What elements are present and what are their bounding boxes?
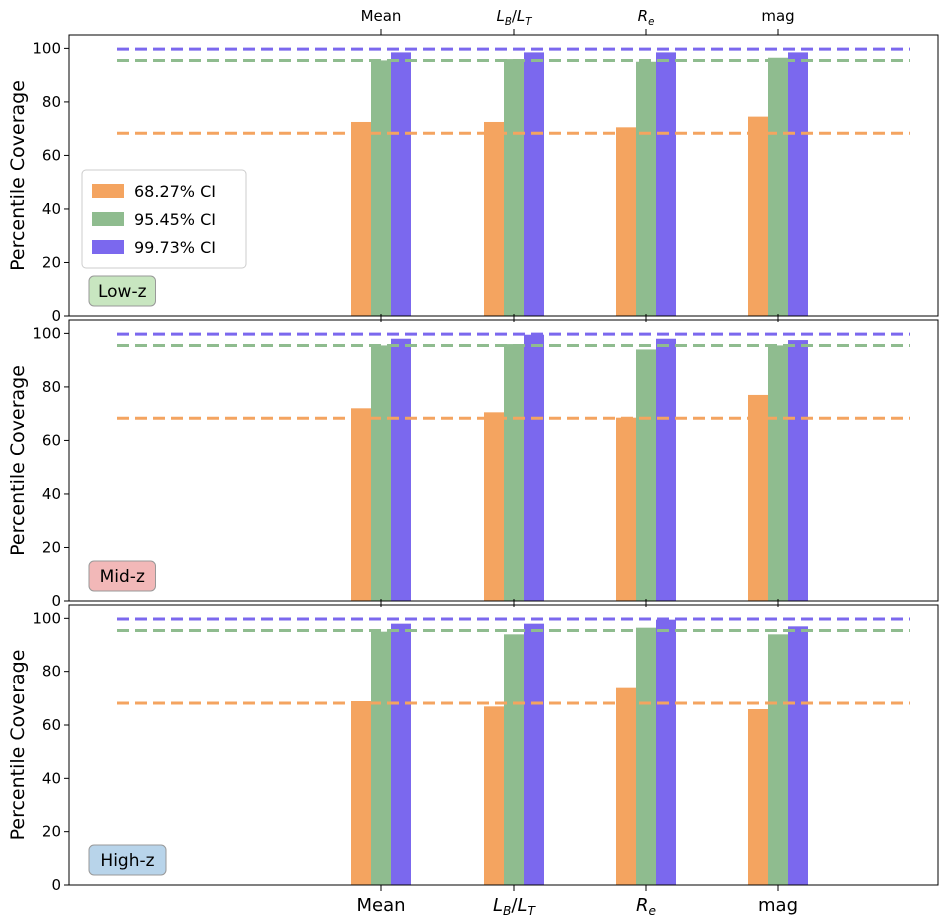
y-axis-label: Percentile Coverage xyxy=(7,80,29,271)
legend-swatch-1 xyxy=(92,184,124,198)
bar-1-4 xyxy=(748,116,768,316)
y-tick-label: 40 xyxy=(42,200,61,218)
y-tick-label: 60 xyxy=(42,146,61,164)
bar-2-1 xyxy=(371,631,391,885)
bar-1-4 xyxy=(748,394,768,601)
y-tick-label: 100 xyxy=(32,39,61,57)
panel-high-z: 0 20 40 60 80 100 Percentile Coverage High-z xyxy=(7,599,939,894)
panel-frame xyxy=(68,319,939,602)
category-label: Re xyxy=(638,7,655,28)
panel-label-box xyxy=(88,560,156,592)
y-tick-label: 80 xyxy=(42,93,61,111)
panel-label: Mid-z xyxy=(100,567,145,587)
bar-3-1 xyxy=(391,338,411,601)
panel-label-badge: High-z xyxy=(88,844,167,876)
category-label: mag xyxy=(758,895,798,916)
y-tick-label: 0 xyxy=(51,592,61,610)
y-tick-label: 20 xyxy=(42,253,61,271)
bar-2-1 xyxy=(371,345,391,601)
panel-label-badge: Low-z xyxy=(88,275,156,307)
bar-3-4 xyxy=(788,52,808,317)
panel-label: Low-z xyxy=(98,282,147,302)
bar-1-3 xyxy=(616,127,636,316)
category-label: Mean xyxy=(361,7,402,25)
legend-swatch-2 xyxy=(92,212,124,226)
y-tick-label: 0 xyxy=(51,876,61,894)
panel-frame xyxy=(68,34,939,317)
bar-2-2 xyxy=(504,344,524,601)
bar-1-1 xyxy=(351,121,371,316)
bar-1-1 xyxy=(351,408,371,601)
category-label: LB/LT xyxy=(493,895,537,916)
bar-1-2 xyxy=(484,412,504,601)
panel-frame xyxy=(68,604,939,886)
bar-3-4 xyxy=(788,340,808,601)
bar-1-2 xyxy=(484,121,504,316)
y-axis-label: Percentile Coverage xyxy=(7,650,29,841)
bar-1-3 xyxy=(616,417,636,601)
y-tick-label: 80 xyxy=(42,378,61,396)
bar-2-1 xyxy=(371,60,391,316)
panel-label: High-z xyxy=(100,851,154,871)
bar-3-2 xyxy=(524,52,544,317)
y-axis-label: Percentile Coverage xyxy=(7,365,29,556)
category-label: Re xyxy=(636,895,656,916)
bar-1-2 xyxy=(484,706,504,885)
y-tick-label: 20 xyxy=(42,538,61,556)
bar-2-2 xyxy=(504,59,524,316)
bar-2-3 xyxy=(636,627,656,885)
y-tick-label: 60 xyxy=(42,716,61,734)
y-tick-label: 20 xyxy=(42,823,61,841)
legend-entry-2: 95.45% CI xyxy=(134,210,216,229)
panel-mid-z: 0 20 40 60 80 100 Percentile Coverage Mid-z xyxy=(7,314,939,610)
legend-entry-1: 68.27% CI xyxy=(134,182,216,201)
legend-entry-3: 99.73% CI xyxy=(134,238,216,257)
y-tick-label: 80 xyxy=(42,663,61,681)
y-tick-label: 60 xyxy=(42,431,61,449)
panel-label-box xyxy=(88,844,167,876)
legend: 68.27% CI 95.45% CI 99.73% CI xyxy=(81,169,247,269)
bar-1-3 xyxy=(616,687,636,885)
bar-3-3 xyxy=(656,619,676,885)
panel-label-badge: Mid-z xyxy=(88,560,156,592)
bottom-category-labels: Mean LB/LT Re mag xyxy=(356,895,798,916)
bar-3-1 xyxy=(391,623,411,885)
category-label: mag xyxy=(761,7,794,25)
bar-3-2 xyxy=(524,623,544,885)
bar-2-3 xyxy=(636,61,656,317)
legend-swatch-3 xyxy=(92,240,124,254)
bar-2-4 xyxy=(768,57,788,316)
bar-2-4 xyxy=(768,345,788,601)
bar-2-4 xyxy=(768,634,788,885)
category-label: LB/LT xyxy=(496,7,532,28)
bar-3-2 xyxy=(524,334,544,601)
bar-3-1 xyxy=(391,52,411,317)
y-tick-label: 40 xyxy=(42,769,61,787)
category-label: Mean xyxy=(356,895,405,916)
bar-1-1 xyxy=(351,701,371,885)
top-category-labels: Mean LB/LT Re mag xyxy=(361,7,795,28)
panel-label-box xyxy=(88,275,156,307)
y-tick-label: 100 xyxy=(32,324,61,342)
bar-3-3 xyxy=(656,338,676,601)
bar-3-3 xyxy=(656,52,676,317)
bar-3-4 xyxy=(788,626,808,885)
panel-low-z: 0 20 40 60 80 100 Percentile Coverage Low-z xyxy=(7,29,939,325)
y-tick-label: 0 xyxy=(51,307,61,325)
bar-2-2 xyxy=(504,634,524,885)
bar-1-4 xyxy=(748,709,768,885)
bar-2-3 xyxy=(636,349,656,601)
y-tick-label: 100 xyxy=(32,609,61,627)
y-tick-label: 40 xyxy=(42,485,61,503)
